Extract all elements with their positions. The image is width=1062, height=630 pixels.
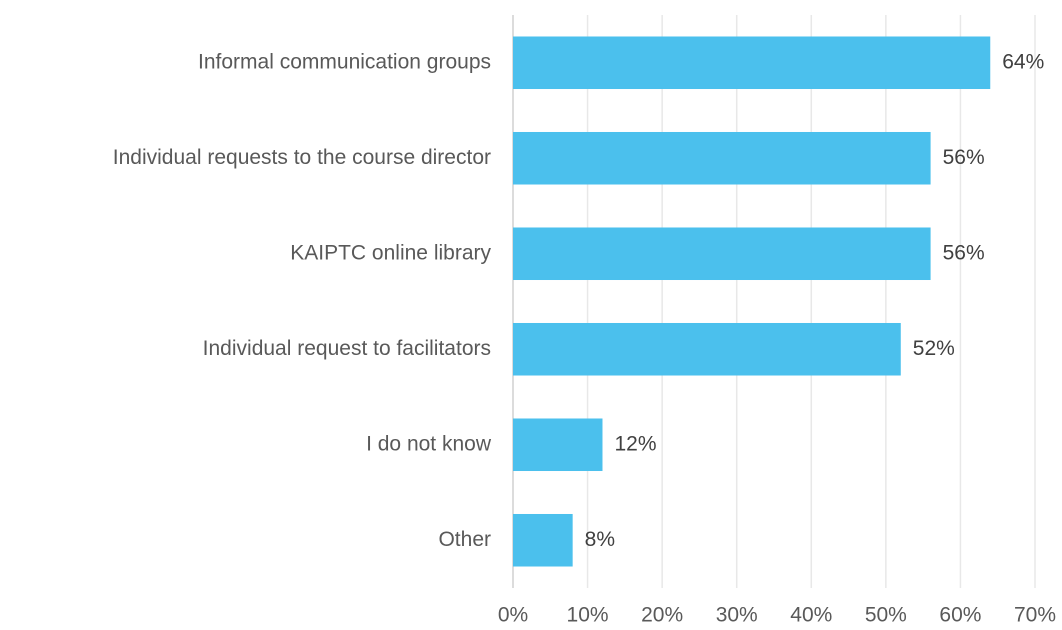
x-tick-label: 70% <box>1014 604 1056 627</box>
y-tick-label: Informal communication groups <box>198 50 491 73</box>
x-tick-label: 10% <box>567 604 609 627</box>
data-label: 56% <box>943 146 985 169</box>
x-tick-label: 0% <box>498 604 528 627</box>
y-tick-label: Individual request to facilitators <box>203 337 491 360</box>
y-tick-label: I do not know <box>366 432 492 455</box>
data-label: 52% <box>913 337 955 360</box>
x-tick-label: 20% <box>641 604 683 627</box>
bar <box>513 322 901 376</box>
data-label: 56% <box>943 241 985 264</box>
x-tick-label: 60% <box>939 604 981 627</box>
data-label: 12% <box>614 432 656 455</box>
y-tick-label: KAIPTC online library <box>290 241 491 264</box>
x-tick-label: 30% <box>716 604 758 627</box>
bar <box>513 36 991 90</box>
bar <box>513 227 931 281</box>
x-tick-label: 50% <box>865 604 907 627</box>
x-tick-label: 40% <box>790 604 832 627</box>
y-tick-label: Individual requests to the course direct… <box>113 146 491 169</box>
bar <box>513 131 931 185</box>
y-tick-label: Other <box>438 528 491 551</box>
bar <box>513 418 603 472</box>
data-label: 8% <box>585 528 615 551</box>
data-label: 64% <box>1002 50 1044 73</box>
bar <box>513 513 573 567</box>
